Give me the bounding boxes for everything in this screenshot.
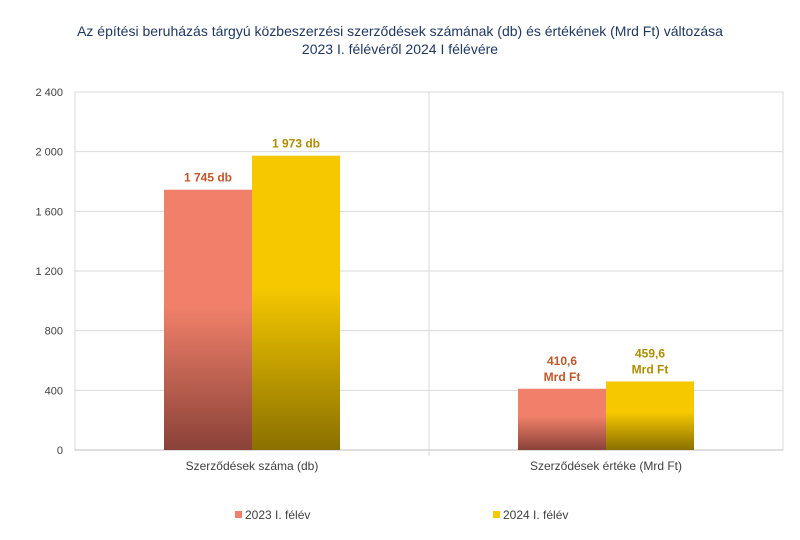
bar bbox=[164, 189, 252, 450]
y-tick-label: 1 600 bbox=[35, 206, 63, 218]
y-tick-label: 800 bbox=[45, 326, 63, 338]
data-label: 410,6 bbox=[547, 354, 577, 368]
data-label: 1 745 db bbox=[184, 171, 232, 185]
legend-label: 2024 I. félév bbox=[503, 508, 568, 522]
bar bbox=[518, 388, 606, 450]
bar bbox=[606, 381, 694, 450]
y-tick-label: 2 400 bbox=[35, 87, 63, 99]
y-tick-label: 0 bbox=[57, 445, 63, 457]
legend-swatch bbox=[235, 511, 242, 518]
chart-title-line-2: 2023 I. félévéről 2024 I félévére bbox=[301, 41, 499, 57]
legend-label: 2023 I. félév bbox=[245, 508, 310, 522]
y-tick-label: 1 200 bbox=[35, 266, 63, 278]
data-label: Mrd Ft bbox=[632, 362, 669, 376]
x-category-label: Szerződések értéke (Mrd Ft) bbox=[530, 459, 682, 473]
y-tick-label: 2 000 bbox=[35, 147, 63, 159]
legend-swatch bbox=[493, 511, 500, 518]
y-tick-label: 400 bbox=[45, 385, 63, 397]
bar bbox=[252, 155, 340, 451]
x-category-label: Szerződések száma (db) bbox=[186, 459, 319, 473]
data-label: 1 973 db bbox=[272, 137, 320, 151]
chart-title-line-1: Az építési beruházás tárgyú közbeszerzés… bbox=[77, 23, 723, 39]
data-label: 459,6 bbox=[635, 346, 665, 360]
data-label: Mrd Ft bbox=[544, 370, 581, 384]
legend: 2023 I. félév 2024 I. félév bbox=[235, 508, 568, 522]
